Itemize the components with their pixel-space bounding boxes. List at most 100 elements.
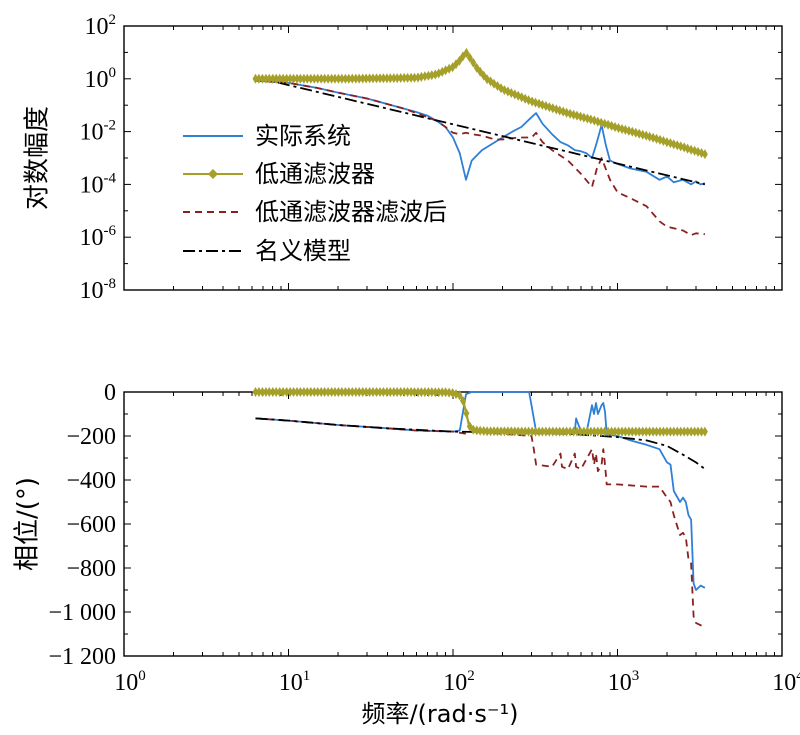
phase-series-marker [418,387,425,398]
magnitude-series-marker [332,73,338,84]
phase-series-marker [377,387,383,397]
magnitude-series-marker [446,63,453,74]
phase-ytick-label: −1 200 [48,644,116,670]
magnitude-series-marker [287,73,294,84]
phase-series-marker [681,426,688,437]
magnitude-series-line [255,79,705,237]
magnitude-series-marker [394,73,401,84]
magnitude-series-marker [321,73,328,84]
phase-series-marker [356,387,363,397]
phase-series-marker [290,387,297,397]
phase-series-marker [266,387,273,397]
phase-series-marker [411,387,418,398]
phase-series-marker [529,426,536,437]
phase-series-marker [539,426,546,437]
magnitude-series-marker [311,73,318,84]
magnitude-series-marker [380,73,387,84]
phase-series-marker [463,408,470,419]
magnitude-series-marker [342,73,349,84]
phase-series-marker [484,426,491,437]
magnitude-series-marker [352,73,359,84]
magnitude-series-marker [252,73,259,84]
phase-series-marker [639,426,646,437]
magnitude-ytick-label: 10-6 [80,223,117,251]
phase-series-marker [480,426,487,436]
phase-series-marker [594,426,601,437]
frequency-xtick-labels: 100 101 102 103 104 [114,668,800,696]
legend-label-lowpass: 低通滤波器 [255,160,375,188]
magnitude-series-marker [701,149,708,160]
phase-series-marker [650,426,657,437]
legend-label-nominal: 名义模型 [255,237,351,265]
phase-series-marker [325,387,332,397]
magnitude-series-marker [463,47,470,58]
magnitude-series-marker [397,73,404,83]
magnitude-series-marker [377,73,383,84]
phase-series-marker [574,426,580,437]
phase-series-marker [283,387,290,397]
legend-label-actual: 实际系统 [255,122,351,150]
phase-series-marker [280,387,287,397]
phase-ytick-label: −200 [66,424,116,450]
phase-series-line [255,391,706,591]
magnitude-ticks [124,25,782,291]
phase-series-marker [335,387,342,397]
phase-ylabel: 相位/(°) [13,477,43,571]
frequency-xtick-label: 104 [772,668,800,696]
phase-ytick-label: −400 [66,468,116,494]
phase-series-marker [446,387,453,398]
phase-series-marker [342,387,349,397]
magnitude-ytick-label: 10-2 [80,118,117,146]
magnitude-ylabel: 对数幅度 [23,106,53,210]
phase-series-marker [556,426,563,437]
phase-series-marker [587,426,594,437]
phase-series-marker [262,387,269,397]
phase-series-marker [508,426,515,437]
phase-series-marker [477,425,484,436]
phase-series-marker [580,426,587,437]
phase-series-marker [601,426,608,437]
magnitude-series-marker [387,73,394,84]
phase-series-marker [608,426,615,437]
magnitude-series-line [255,76,706,186]
magnitude-series-marker [318,73,325,84]
magnitude-series-marker [366,73,373,84]
phase-series-marker [498,426,504,437]
magnitude-series-marker [328,73,335,84]
phase-series-marker [259,387,266,397]
phase-series-marker [408,387,415,397]
phase-ytick-label: −800 [66,556,116,582]
magnitude-ytick-label: 10-8 [80,276,117,304]
magnitude-series-marker [283,73,290,84]
magnitude-series-marker [345,73,352,84]
phase-series-marker [338,387,345,397]
phase-series-marker [660,426,667,437]
phase-series-marker [432,387,439,398]
magnitude-series-marker [401,72,408,83]
magnitude-series-marker [466,52,473,63]
phase-series-marker [487,426,494,437]
magnitude-panel: 102 100 10-2 10-4 10-6 10-8 对数幅度 实际系统 低通滤波器 低… [23,12,783,304]
magnitude-series-marker [325,73,332,84]
magnitude-series-marker [383,73,390,84]
magnitude-series-marker [373,73,380,84]
phase-series-marker [615,426,622,437]
phase-ytick-labels: 0 −200 −400 −600 −800 −1 000 −1 200 [48,380,116,670]
phase-series-marker [397,387,404,397]
phase-series-marker [636,426,643,437]
magnitude-series-marker [356,73,363,84]
magnitude-series [252,47,708,237]
magnitude-series-marker [363,73,370,84]
frequency-xtick-label: 103 [608,668,640,696]
frequency-xlabel: 频率/(rad·s⁻¹) [361,700,518,728]
phase-series-marker [421,387,428,398]
phase-series-marker [536,426,542,437]
phase-series-marker [491,426,497,437]
magnitude-series-marker [390,73,397,84]
phase-series-marker [591,426,598,437]
phase-series-marker [542,426,549,437]
phase-series-marker [383,387,390,397]
phase-series-marker [563,426,570,437]
phase-series-marker [598,426,605,437]
phase-series-marker [304,387,311,397]
